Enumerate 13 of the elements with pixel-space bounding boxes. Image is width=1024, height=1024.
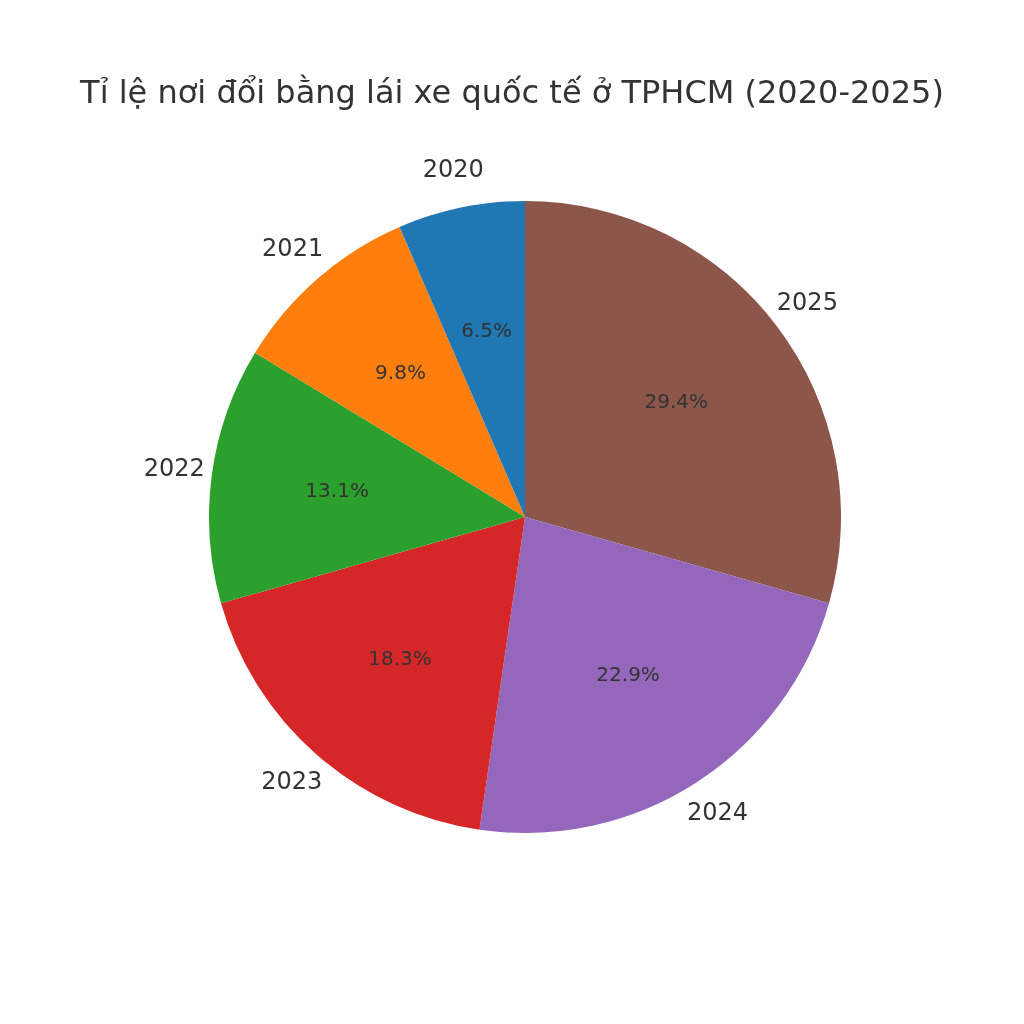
chart-title: Tỉ lệ nơi đổi bằng lái xe quốc tế ở TPHCM (2020-2025) (79, 73, 944, 112)
data-label: 22.9% (596, 662, 660, 687)
data-label: 6.5% (461, 317, 512, 342)
data-label: 18.3% (368, 645, 432, 670)
slice-label: 2023 (261, 767, 323, 796)
slice-label: 2020 (422, 154, 484, 183)
slice-label: 2022 (143, 453, 205, 482)
data-label: 29.4% (644, 388, 709, 413)
slice-label: 2024 (686, 798, 748, 827)
data-label: 13.1% (305, 477, 369, 502)
data-label: 9.8% (375, 360, 426, 385)
slice-label: 2021 (262, 234, 324, 263)
slice-label: 2025 (776, 287, 838, 316)
